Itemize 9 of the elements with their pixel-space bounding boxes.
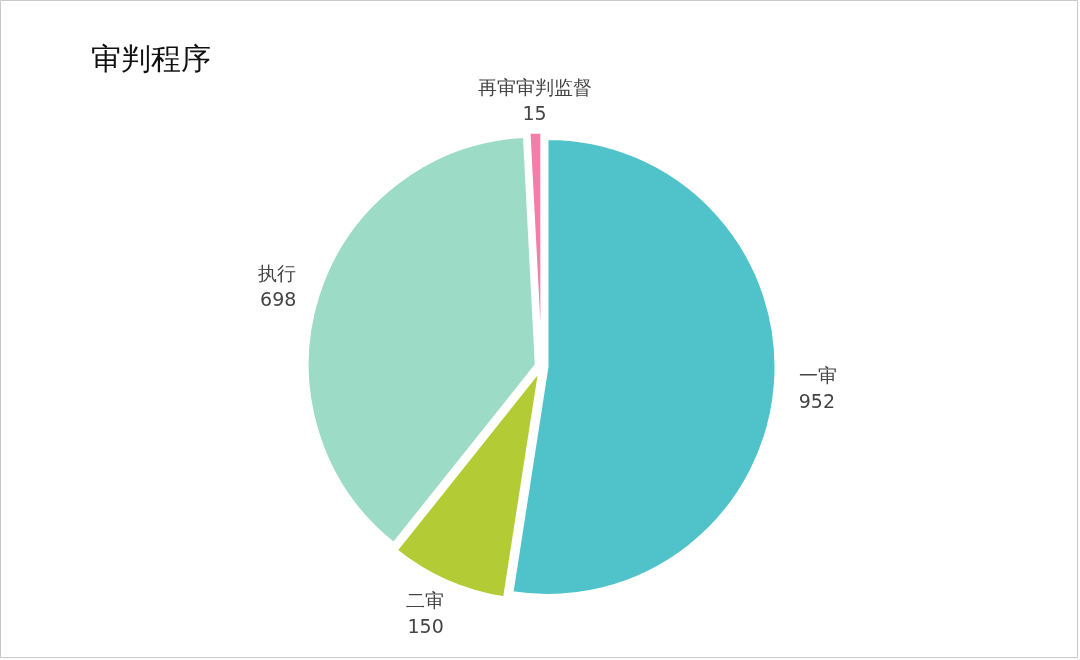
slice-label: 执行 — [258, 261, 297, 284]
data-label: 698 — [260, 287, 297, 310]
data-label: 952 — [798, 390, 835, 413]
slice-label: 再审审判监督 — [477, 75, 592, 98]
slice-label: 二审 — [405, 588, 444, 611]
chart-title: 审判程序 — [90, 41, 211, 76]
slice-label: 一审 — [798, 364, 837, 387]
data-label: 150 — [407, 614, 444, 637]
data-label: 15 — [522, 101, 547, 124]
